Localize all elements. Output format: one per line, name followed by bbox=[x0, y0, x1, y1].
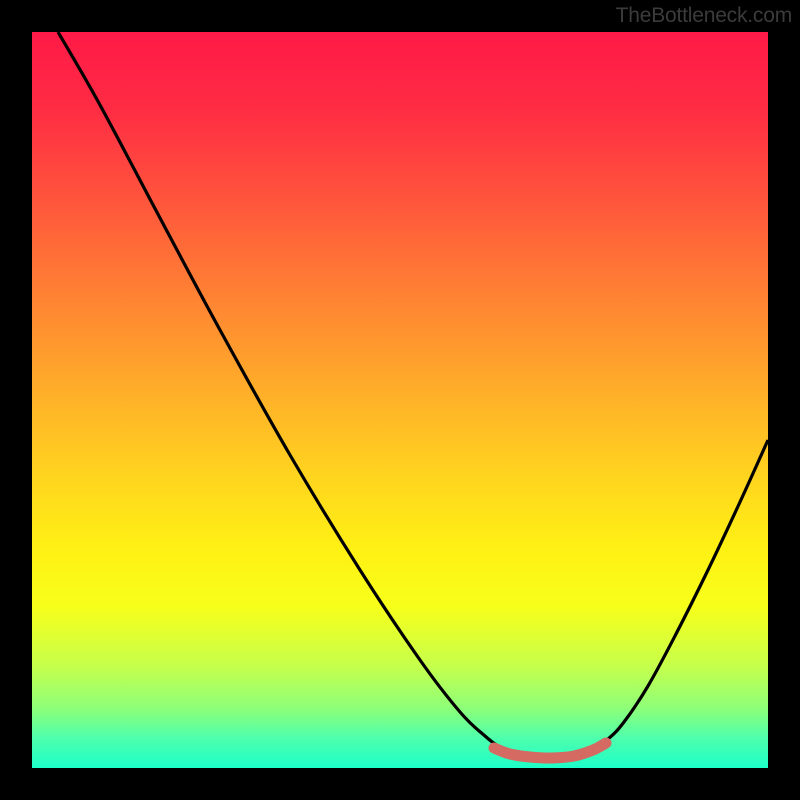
chart-container: { "attribution": { "text": "TheBottlenec… bbox=[0, 0, 800, 800]
gradient-background bbox=[32, 32, 768, 768]
bottleneck-chart bbox=[0, 0, 800, 800]
attribution-text: TheBottleneck.com bbox=[616, 4, 792, 28]
